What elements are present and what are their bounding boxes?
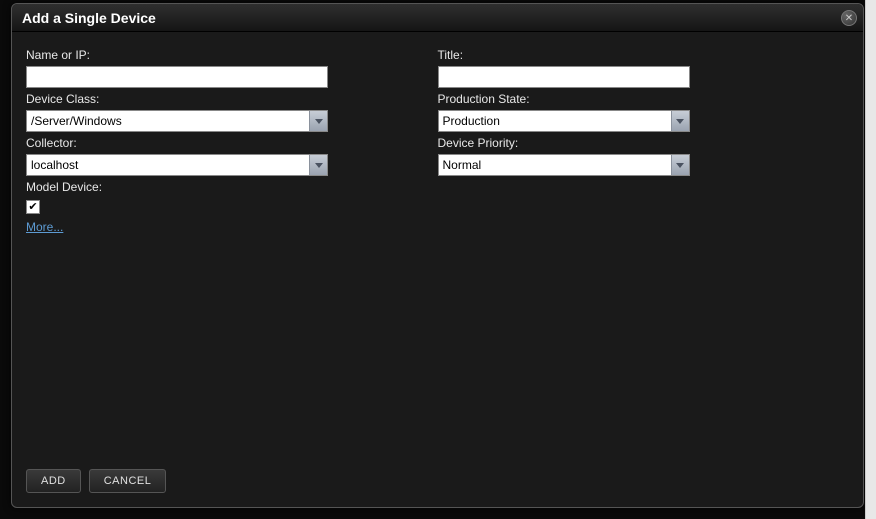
device-priority-value: Normal: [439, 158, 671, 172]
add-button[interactable]: ADD: [26, 469, 81, 493]
dialog-footer: ADD CANCEL: [12, 459, 863, 507]
close-icon: ✕: [845, 13, 853, 24]
collector-value: localhost: [27, 158, 309, 172]
production-state-label: Production State:: [438, 92, 850, 106]
cancel-button[interactable]: CANCEL: [89, 469, 167, 493]
device-class-select[interactable]: /Server/Windows: [26, 110, 328, 132]
dialog-titlebar[interactable]: Add a Single Device ✕: [12, 4, 863, 32]
chevron-down-icon: [671, 111, 689, 131]
name-or-ip-label: Name or IP:: [26, 48, 438, 62]
dialog-title: Add a Single Device: [22, 10, 156, 26]
more-link[interactable]: More...: [26, 220, 63, 234]
device-class-value: /Server/Windows: [27, 114, 309, 128]
model-device-label: Model Device:: [26, 180, 438, 194]
name-or-ip-input[interactable]: [26, 66, 328, 88]
production-state-value: Production: [439, 114, 671, 128]
device-priority-label: Device Priority:: [438, 136, 850, 150]
collector-label: Collector:: [26, 136, 438, 150]
title-label: Title:: [438, 48, 850, 62]
title-input[interactable]: [438, 66, 690, 88]
page-scrollbar[interactable]: [865, 0, 876, 519]
collector-select[interactable]: localhost: [26, 154, 328, 176]
chevron-down-icon: [671, 155, 689, 175]
check-icon: ✔: [28, 202, 37, 213]
production-state-select[interactable]: Production: [438, 110, 690, 132]
dialog-body: Name or IP: Device Class: /Server/Window…: [12, 32, 863, 459]
chevron-down-icon: [309, 155, 327, 175]
add-single-device-dialog: Add a Single Device ✕ Name or IP: Device…: [11, 3, 864, 508]
device-priority-select[interactable]: Normal: [438, 154, 690, 176]
device-class-label: Device Class:: [26, 92, 438, 106]
form-right-column: Title: Production State: Production Devi…: [438, 44, 850, 451]
chevron-down-icon: [309, 111, 327, 131]
close-button[interactable]: ✕: [841, 10, 857, 26]
form-left-column: Name or IP: Device Class: /Server/Window…: [26, 44, 438, 451]
model-device-checkbox[interactable]: ✔: [26, 200, 40, 214]
